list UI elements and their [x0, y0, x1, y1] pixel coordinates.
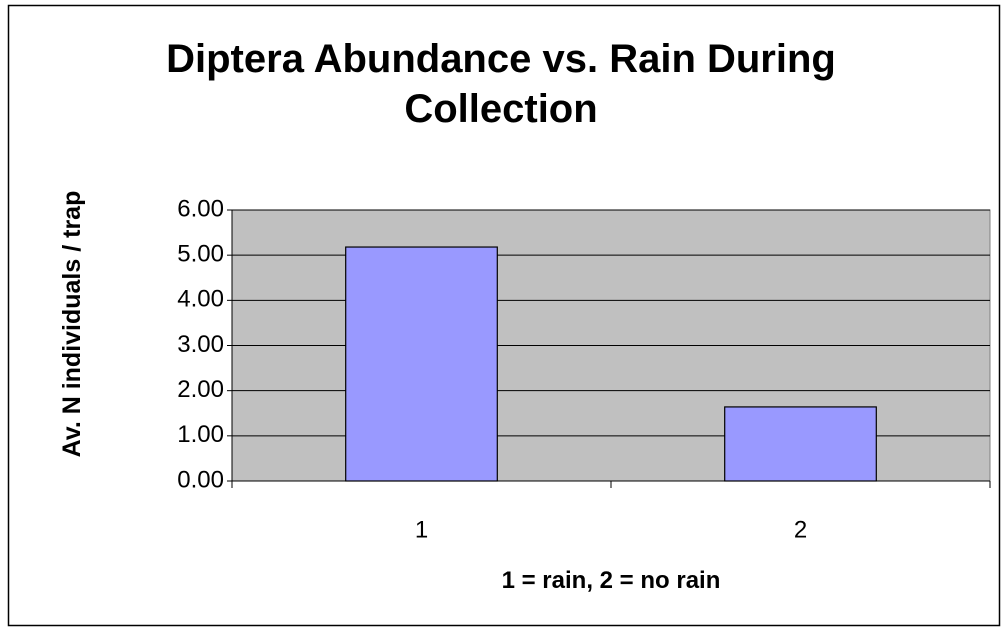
- y-tick-label: 1.00: [177, 421, 224, 448]
- x-tick-label: 1: [415, 516, 428, 543]
- y-tick-label: 6.00: [177, 195, 224, 222]
- y-tick-label: 5.00: [177, 241, 224, 268]
- y-tick-label: 2.00: [177, 376, 224, 403]
- y-tick-label: 4.00: [177, 286, 224, 313]
- chart-title: Diptera Abundance vs. Rain During Collec…: [166, 37, 836, 131]
- y-tick-label: 0.00: [177, 466, 224, 493]
- bar: [345, 246, 498, 482]
- bar: [724, 406, 877, 482]
- y-tick-label: 3.00: [177, 331, 224, 358]
- x-tick-label: 2: [794, 516, 807, 543]
- x-axis-label: 1 = rain, 2 = no rain: [501, 567, 721, 594]
- y-axis-label: Av. N individuals / trap: [58, 190, 86, 458]
